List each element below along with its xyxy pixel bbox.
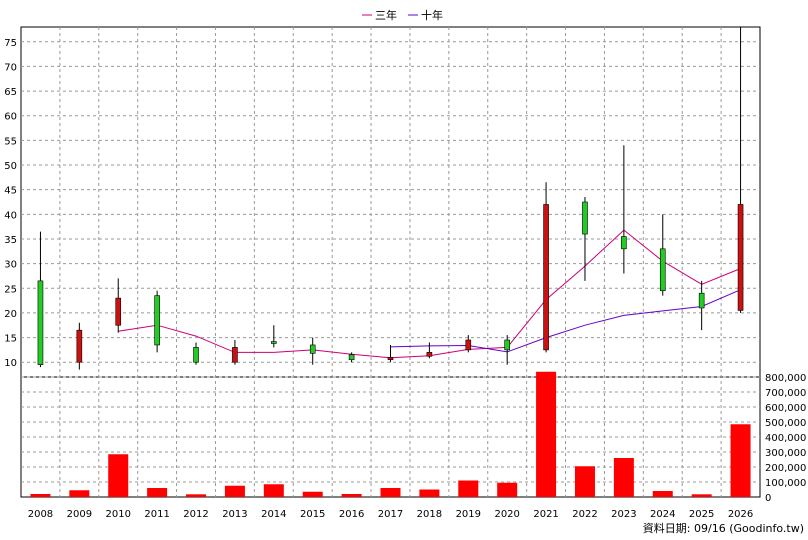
candle-body-down [737, 204, 744, 311]
volume-tick-label: 300,000 [765, 448, 806, 459]
candle-body-down [465, 339, 472, 351]
year-tick-label: 2016 [339, 509, 364, 520]
price-axis: 10 15 20 25 30 35 40 45 50 55 60 65 70 75 [4, 38, 17, 369]
volume-tick-label: 400,000 [765, 433, 806, 444]
volume-bars [30, 371, 751, 497]
legend-ten-year-label: 十年 [421, 8, 443, 22]
year-tick-label: 2011 [144, 509, 169, 520]
volume-bar [380, 488, 401, 497]
volume-bar [574, 466, 595, 497]
price-tick-label: 20 [4, 309, 17, 320]
candle-body-up [659, 248, 666, 292]
volume-tick-label: 700,000 [765, 388, 806, 399]
year-tick-label: 2024 [650, 509, 675, 520]
volume-bar [613, 458, 634, 497]
volume-bar [263, 484, 284, 497]
volume-bar [497, 482, 518, 497]
candle-body-up [309, 344, 316, 354]
candle-body-up [271, 341, 277, 344]
volume-bar [458, 480, 479, 497]
year-tick-label: 2014 [261, 509, 286, 520]
candle-body-up [504, 339, 510, 351]
candle-body-down [76, 329, 83, 363]
price-tick-label: 65 [4, 87, 17, 98]
legend-three-year-label: 三年 [375, 8, 397, 22]
volume-bar [691, 494, 712, 497]
candle-body-down [543, 204, 549, 351]
price-tick-label: 50 [4, 161, 17, 172]
year-tick-label: 2021 [533, 509, 558, 520]
volume-tick-label: 100,000 [765, 478, 806, 489]
candle-body-down [115, 297, 122, 326]
price-tick-label: 45 [4, 186, 17, 197]
year-tick-label: 2010 [106, 509, 131, 520]
volume-bar [652, 491, 673, 497]
grid [20, 26, 761, 498]
year-tick-label: 2020 [494, 509, 519, 520]
year-tick-label: 2025 [689, 509, 714, 520]
price-tick-label: 25 [4, 284, 17, 295]
volume-bar [730, 424, 751, 497]
volume-bar [419, 489, 440, 497]
year-tick-label: 2022 [572, 509, 597, 520]
price-tick-label: 10 [4, 358, 17, 369]
price-tick-label: 60 [4, 112, 17, 123]
candle-body-down [232, 347, 238, 363]
year-tick-label: 2018 [417, 509, 442, 520]
candle-body-up [621, 236, 627, 250]
price-tick-label: 35 [4, 235, 17, 246]
candle-body-up [154, 295, 160, 346]
volume-bar [147, 488, 168, 497]
price-tick-label: 70 [4, 62, 17, 73]
volume-tick-label: 0 [765, 493, 771, 504]
year-tick-label: 2008 [28, 509, 53, 520]
price-tick-label: 30 [4, 260, 17, 271]
year-tick-label: 2013 [222, 509, 247, 520]
legend: 三年 十年 [362, 8, 443, 22]
year-tick-label: 2023 [611, 509, 636, 520]
candle-body-up [582, 201, 588, 235]
candle-body-up [698, 292, 705, 309]
year-tick-label: 2019 [456, 509, 481, 520]
price-tick-label: 55 [4, 136, 17, 147]
candle-body-down [426, 352, 433, 357]
volume-axis: 0 100,000 200,000 300,000 400,000 500,000 600,… [765, 373, 806, 504]
volume-bar [224, 485, 245, 497]
year-tick-label: 2009 [67, 509, 92, 520]
volume-bar [341, 494, 362, 497]
volume-bar [302, 491, 323, 497]
candles [37, 27, 744, 370]
x-axis: 2008 2009 2010 2011 2012 2013 2014 2015 2016 2017… [28, 509, 754, 520]
candle-body-up [348, 354, 355, 361]
volume-tick-label: 800,000 [765, 373, 806, 384]
candle-body-down [387, 356, 394, 361]
year-tick-label: 2017 [378, 509, 403, 520]
candle-body-up [193, 347, 199, 363]
volume-tick-label: 500,000 [765, 418, 806, 429]
plot-frame [20, 26, 761, 498]
footer-date: 資料日期: 09/16 (Goodinfo.tw) [643, 521, 804, 535]
price-tick-label: 40 [4, 210, 17, 221]
year-tick-label: 2015 [300, 509, 325, 520]
volume-bar [108, 454, 129, 497]
volume-bar [186, 494, 207, 497]
price-tick-label: 15 [4, 334, 17, 345]
year-tick-label: 2026 [728, 509, 753, 520]
volume-bar [69, 490, 90, 497]
candle-body-up [37, 280, 44, 365]
volume-bar [30, 494, 51, 497]
volume-tick-label: 600,000 [765, 403, 806, 414]
price-tick-label: 75 [4, 38, 17, 49]
ten-year-ma-line [390, 289, 741, 353]
volume-tick-label: 200,000 [765, 463, 806, 474]
year-tick-label: 2012 [183, 509, 208, 520]
volume-bar [536, 371, 557, 497]
